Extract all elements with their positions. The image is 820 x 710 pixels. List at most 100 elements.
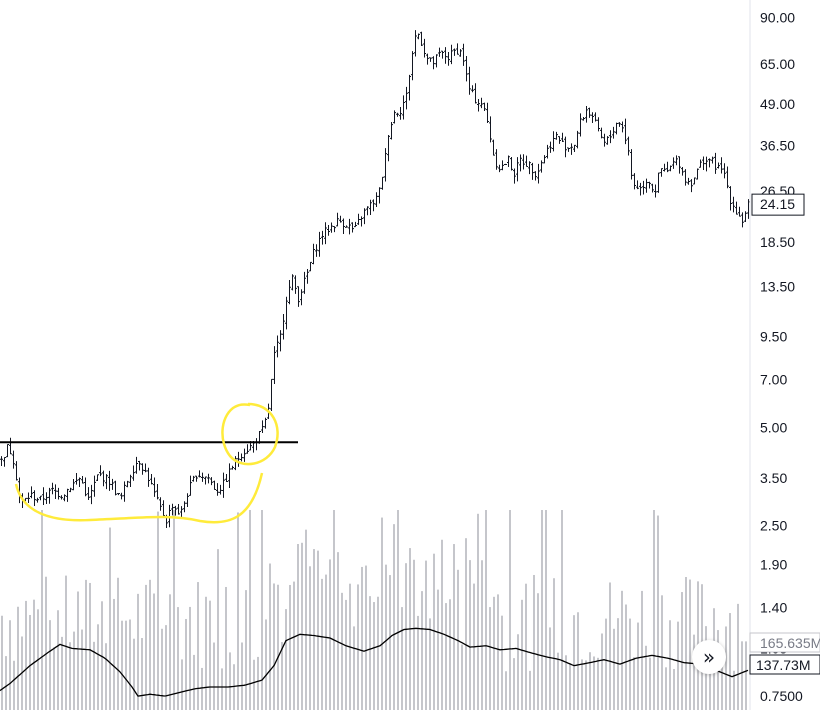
volume-bar (413, 559, 415, 710)
volume-bar (561, 510, 563, 710)
volume-bar (297, 544, 299, 710)
ohlc-bar (51, 482, 54, 495)
volume-bar (565, 655, 567, 710)
ohlc-bar (447, 51, 450, 66)
ohlc-bar (153, 477, 156, 497)
ohlc-bar (477, 99, 480, 112)
ohlc-bar (423, 38, 426, 58)
ohlc-bar (732, 196, 735, 213)
ohlc-bar (687, 177, 690, 185)
ohlc-bar (738, 206, 741, 217)
volume-bar (125, 620, 127, 710)
volume-bar (557, 652, 559, 710)
ohlc-bar (117, 492, 120, 496)
volume-bar (733, 670, 735, 710)
double-chevron-right-icon: » (702, 645, 716, 669)
ohlc-bar (69, 487, 72, 493)
volume-bar (121, 620, 123, 710)
ohlc-bar (342, 218, 345, 234)
ohlc-bar (204, 476, 207, 485)
ohlc-bar (558, 136, 561, 144)
ohlc-bar (306, 269, 309, 284)
price-tick-label: 49.00 (760, 96, 795, 112)
ohlc-bar (369, 199, 372, 215)
ohlc-bar (105, 474, 108, 490)
ohlc-bar (648, 181, 651, 189)
volume-bar (533, 574, 535, 710)
volume-bar (529, 670, 531, 710)
ohlc-bar (621, 121, 624, 133)
ohlc-bar (141, 463, 144, 475)
ohlc-bar (555, 131, 558, 140)
ohlc-bar (183, 501, 186, 513)
ohlc-bar (660, 168, 663, 177)
ohlc-bar (129, 474, 132, 487)
volume-bar (157, 511, 159, 710)
price-tick-label: 1.40 (760, 600, 787, 616)
ohlc-bar (519, 154, 522, 172)
scroll-to-realtime-button[interactable]: » (692, 640, 726, 674)
volume-bar (729, 613, 731, 710)
ohlc-bar (309, 261, 312, 272)
ohlc-bar (711, 156, 714, 164)
volume-bar (649, 657, 651, 710)
volume-bar (181, 659, 183, 710)
ohlc-bar (189, 475, 192, 496)
ohlc-bar (465, 55, 468, 82)
volume-bar (197, 582, 199, 710)
ohlc-bar (219, 484, 222, 495)
volume-bar (633, 657, 635, 710)
volume-bar (741, 641, 743, 710)
ohlc-bar (453, 48, 456, 56)
volume-bar (621, 590, 623, 710)
volume-bar (377, 596, 379, 710)
volume-bar (141, 638, 143, 710)
volume-bar (581, 659, 583, 710)
volume-bar (545, 510, 547, 710)
volume-bar (625, 604, 627, 710)
ohlc-bar (678, 156, 681, 174)
ohlc-bar (744, 211, 747, 223)
ohlc-bar (657, 172, 660, 193)
ohlc-bar (426, 53, 429, 65)
volume-bar (129, 619, 131, 710)
price-tick-label: 0.7500 (760, 688, 803, 704)
ohlc-bar (405, 86, 408, 110)
volume-bar (613, 628, 615, 710)
ohlc-bar (435, 54, 438, 68)
ohlc-bar (123, 481, 126, 502)
volume-bar (441, 539, 443, 710)
ohlc-bar (81, 476, 84, 484)
ohlc-bar (336, 212, 339, 227)
volume-bar (273, 583, 275, 710)
ohlc-bar (582, 116, 585, 121)
ohlc-bar (339, 215, 342, 223)
ohlc-bar (702, 156, 705, 170)
volume-bar (281, 642, 283, 710)
ohlc-bar (303, 271, 306, 294)
ohlc-bar (444, 47, 447, 64)
ohlc-bar (540, 160, 543, 173)
volume-bar (189, 606, 191, 710)
ohlc-bar (372, 199, 375, 212)
ohlc-bar (318, 231, 321, 257)
ohlc-bar (120, 492, 123, 500)
volume-bar (33, 599, 35, 710)
ohlc-bar (666, 161, 669, 173)
volume-bar (489, 607, 491, 710)
volume-bar (57, 610, 59, 710)
ohlc-bar (237, 451, 240, 467)
volume-bar (653, 510, 655, 710)
ohlc-bar (3, 456, 6, 467)
volume-bar (241, 642, 243, 710)
volume-bar (665, 667, 667, 710)
ohlc-bar (126, 480, 129, 488)
ohlc-bar (723, 163, 726, 179)
volume-bar (229, 652, 231, 710)
ohlc-bar (321, 230, 324, 245)
volume-bar (425, 560, 427, 710)
ohlc-bar (522, 154, 525, 170)
volume-bar (629, 618, 631, 710)
price-tick-label: 5.00 (760, 419, 787, 435)
